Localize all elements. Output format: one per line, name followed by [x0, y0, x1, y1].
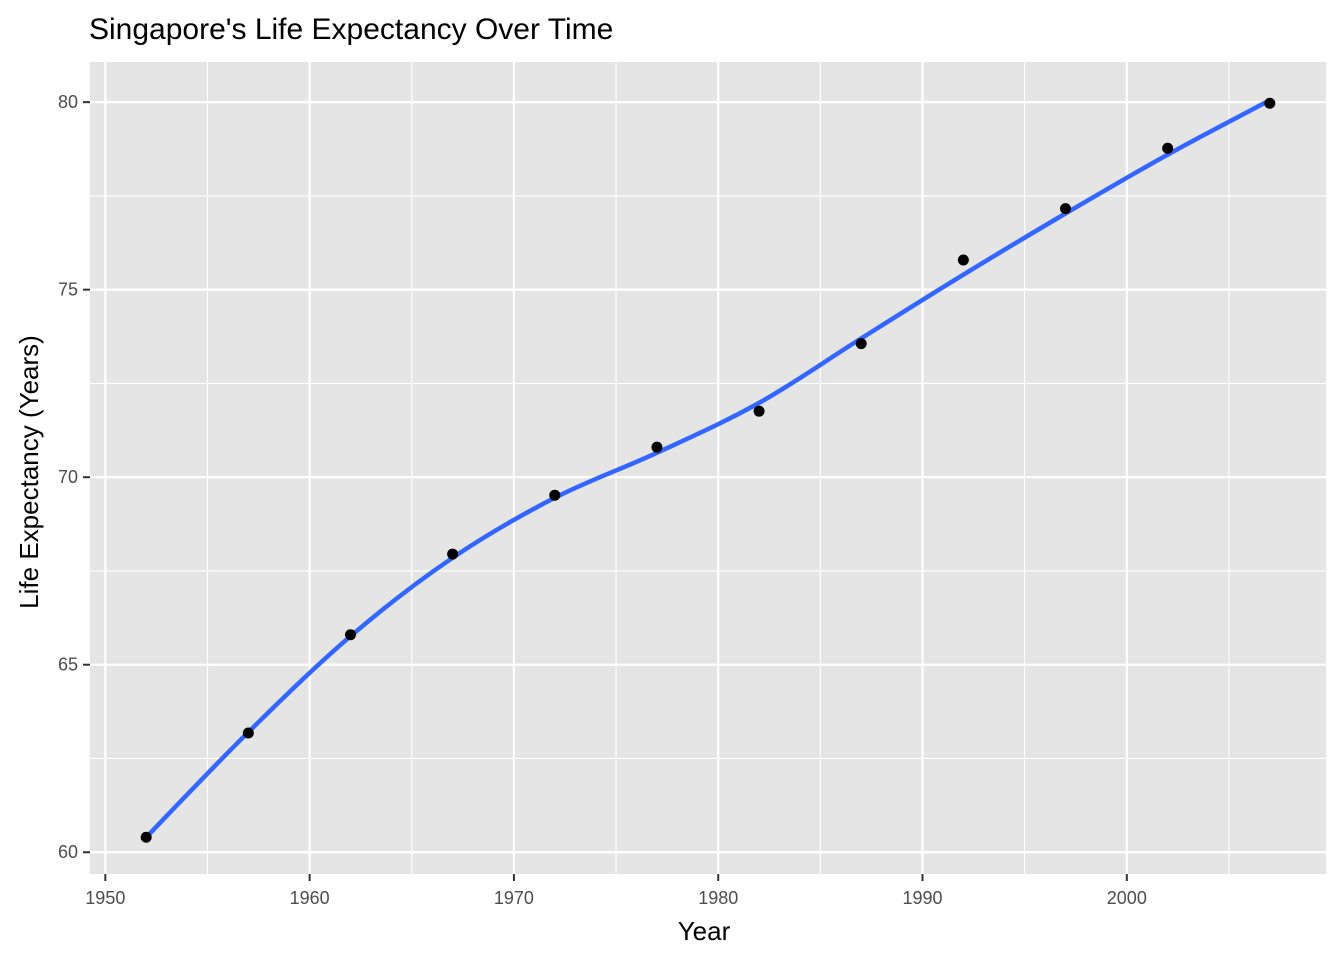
x-axis: 1950 1960 1970 1980 1990 2000	[85, 874, 1147, 908]
x-tick-label: 1970	[494, 888, 534, 908]
x-tick-label: 1990	[902, 888, 942, 908]
y-tick-label: 65	[58, 655, 78, 675]
data-point	[344, 629, 356, 641]
x-tick-label: 1950	[85, 888, 125, 908]
data-point	[753, 405, 765, 417]
data-point	[447, 548, 459, 560]
data-point	[957, 254, 969, 266]
y-tick-label: 80	[58, 92, 78, 112]
data-point	[1264, 97, 1276, 109]
x-tick-label: 1980	[698, 888, 738, 908]
data-point	[1162, 142, 1174, 154]
data-point	[549, 489, 561, 501]
plot-panel	[90, 62, 1326, 874]
data-point	[651, 441, 663, 453]
x-tick-label: 2000	[1107, 888, 1147, 908]
data-point	[140, 831, 152, 843]
data-point	[855, 338, 867, 350]
y-tick-label: 75	[58, 280, 78, 300]
y-axis-title: Life Expectancy (Years)	[14, 335, 44, 609]
y-tick-label: 70	[58, 467, 78, 487]
data-point	[242, 727, 254, 739]
data-points	[140, 97, 1276, 843]
x-tick-label: 1960	[290, 888, 330, 908]
y-tick-label: 60	[58, 842, 78, 862]
y-axis: 60 65 70 75 80	[58, 92, 90, 862]
x-axis-title: Year	[678, 916, 731, 946]
minor-gridlines	[90, 62, 1326, 874]
data-point	[1060, 203, 1072, 215]
chart-title: Singapore's Life Expectancy Over Time	[89, 13, 613, 46]
major-gridlines	[90, 62, 1326, 874]
